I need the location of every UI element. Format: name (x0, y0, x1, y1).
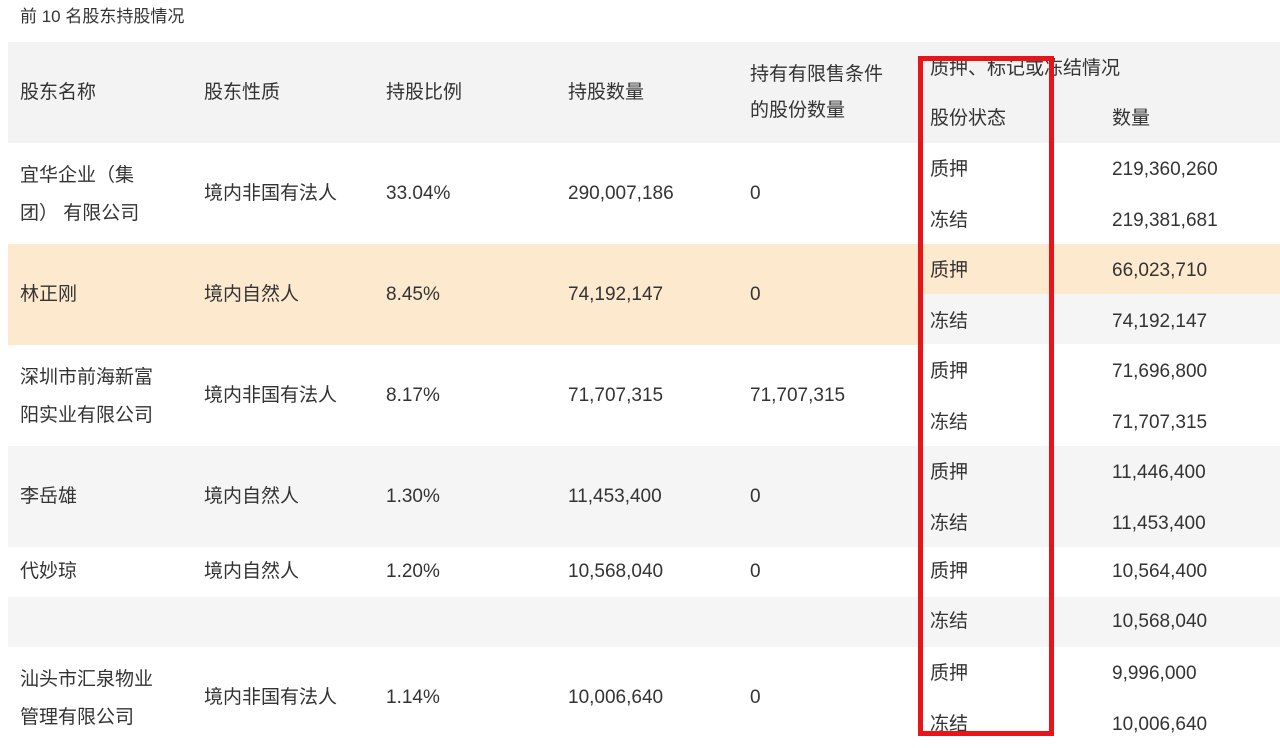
shareholder-restricted: 0 (750, 686, 761, 708)
shareholder-ratio: 1.30% (386, 485, 440, 507)
shareholder-name-line2: 团） 有限公司 (20, 203, 140, 224)
shareholder-ratio: 33.04% (386, 182, 451, 204)
pledge-status: 质押 (930, 663, 969, 684)
header-name: 股东名称 (20, 82, 97, 103)
shareholder-shares: 11,453,400 (568, 485, 662, 507)
shareholder-name-line1: 汕头市汇泉物业 (20, 669, 154, 690)
header-status: 股份状态 (930, 108, 1007, 129)
shareholder-nature: 境内非国有法人 (204, 384, 338, 406)
header-nature: 股东性质 (204, 82, 281, 103)
table-row: 宜华企业（集 团） 有限公司 境内非国有法人 33.04% 290,007,18… (8, 143, 1280, 244)
pledge-amount: 11,446,400 (1112, 462, 1206, 483)
pledge-status: 质押 (930, 462, 969, 483)
shareholder-name-line2: 管理有限公司 (20, 707, 135, 728)
shareholder-name-line1: 深圳市前海新富 (20, 367, 154, 388)
shareholder-ratio: 8.45% (386, 283, 440, 305)
shareholder-nature: 境内自然人 (204, 561, 300, 582)
shareholder-shares: 10,006,640 (568, 686, 664, 708)
pledge-amount: 71,696,800 (1112, 361, 1208, 382)
shareholder-restricted: 71,707,315 (750, 384, 846, 406)
shareholder-shares: 74,192,147 (568, 283, 664, 305)
pledge-amount: 219,360,260 (1112, 159, 1218, 180)
table-row: 李岳雄 境内自然人 1.30% 11,453,400 0 质押 11,446,4… (8, 446, 1280, 547)
shareholder-name-line2: 阳实业有限公司 (20, 405, 154, 426)
freeze-status: 冻结 (930, 210, 969, 231)
table-row: 深圳市前海新富 阳实业有限公司 境内非国有法人 8.17% 71,707,315… (8, 345, 1280, 446)
shareholder-restricted: 0 (750, 485, 761, 507)
pledge-amount: 66,023,710 (1112, 260, 1208, 281)
shareholder-name: 李岳雄 (20, 485, 78, 507)
shareholder-shares: 71,707,315 (568, 384, 664, 406)
shareholder-restricted: 0 (750, 283, 761, 305)
header-amount: 数量 (1112, 108, 1151, 129)
header-restricted-line2: 的股份数量 (750, 100, 846, 121)
shareholder-restricted: 0 (750, 561, 761, 582)
table-row: 汕头市汇泉物业 管理有限公司 境内非国有法人 1.14% 10,006,640 … (8, 647, 1280, 748)
shareholder-ratio: 1.14% (386, 686, 440, 708)
header-restricted-line1: 持有有限售条件 (750, 64, 884, 85)
pledge-status: 质押 (930, 561, 969, 582)
shareholder-shares: 10,568,040 (568, 561, 664, 582)
freeze-amount: 219,381,681 (1112, 210, 1218, 231)
shareholder-name: 林正刚 (20, 283, 78, 305)
shareholder-name-line1: 宜华企业（集 (20, 165, 135, 186)
table-row: 代妙琼 境内自然人 1.20% 10,568,040 0 质押 10,564,4… (8, 547, 1280, 597)
freeze-status: 冻结 (930, 311, 969, 332)
freeze-status: 冻结 (930, 714, 969, 735)
freeze-amount: 71,707,315 (1112, 412, 1208, 433)
table-header: 股东名称 股东性质 持股比例 持股数量 持有有限售条件 的股份数量 质押、标记或… (8, 42, 1280, 143)
shareholder-nature: 境内非国有法人 (204, 686, 338, 708)
shareholder-ratio: 1.20% (386, 561, 440, 582)
header-shares: 持股数量 (568, 82, 645, 103)
header-pledge-group: 质押、标记或冻结情况 (930, 58, 1121, 79)
shareholder-nature: 境内自然人 (204, 485, 300, 507)
table-row: 冻结 10,568,040 (8, 597, 1280, 647)
pledge-amount: 9,996,000 (1112, 663, 1197, 684)
pledge-amount: 10,564,400 (1112, 561, 1208, 582)
shareholder-ratio: 8.17% (386, 384, 440, 406)
freeze-status: 冻结 (930, 513, 969, 534)
shareholder-shares: 290,007,186 (568, 182, 674, 204)
pledge-status: 质押 (930, 260, 969, 281)
freeze-status: 冻结 (930, 412, 969, 433)
freeze-amount: 10,568,040 (1112, 611, 1208, 632)
shareholder-name: 代妙琼 (20, 561, 78, 582)
freeze-amount: 74,192,147 (1112, 311, 1208, 332)
freeze-status: 冻结 (930, 611, 969, 632)
pledge-status: 质押 (930, 159, 969, 180)
freeze-amount: 11,453,400 (1112, 513, 1206, 534)
table-caption: 前 10 名股东持股情况 (20, 7, 185, 26)
table-row: 林正刚 境内自然人 8.45% 74,192,147 0 质押 66,023,7… (8, 244, 1280, 345)
freeze-amount: 10,006,640 (1112, 714, 1208, 735)
shareholder-nature: 境内自然人 (204, 283, 300, 305)
pledge-status: 质押 (930, 361, 969, 382)
header-ratio: 持股比例 (386, 82, 463, 103)
shareholder-nature: 境内非国有法人 (204, 182, 338, 204)
shareholder-table: 股东名称 股东性质 持股比例 持股数量 持有有限售条件 的股份数量 质押、标记或… (8, 42, 1280, 748)
shareholder-restricted: 0 (750, 182, 761, 204)
